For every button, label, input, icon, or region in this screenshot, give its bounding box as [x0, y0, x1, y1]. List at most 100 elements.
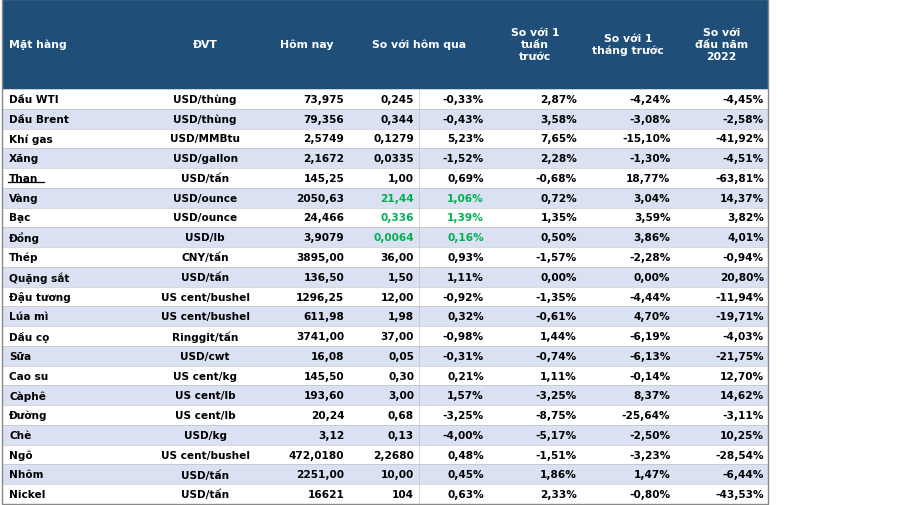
Text: Thép: Thép: [9, 252, 39, 263]
Text: -0,14%: -0,14%: [629, 371, 670, 381]
Text: 1,35%: 1,35%: [540, 213, 577, 223]
Text: 1,98: 1,98: [388, 312, 414, 322]
Text: 16621: 16621: [307, 489, 344, 499]
Bar: [2, 228, 768, 247]
Text: 0,93%: 0,93%: [448, 252, 484, 263]
Text: 2,28%: 2,28%: [540, 154, 577, 164]
Text: US cent/kg: US cent/kg: [173, 371, 237, 381]
Text: USD/tấn: USD/tấn: [181, 489, 229, 499]
Text: 0,63%: 0,63%: [447, 489, 484, 499]
Text: 2251,00: 2251,00: [296, 470, 344, 479]
Text: 20,80%: 20,80%: [719, 272, 764, 282]
Text: 1296,25: 1296,25: [296, 292, 344, 302]
Text: 1,47%: 1,47%: [633, 470, 670, 479]
Text: USD/tấn: USD/tấn: [181, 272, 229, 282]
Text: 3,12: 3,12: [318, 430, 344, 440]
Text: -1,52%: -1,52%: [442, 154, 484, 164]
Text: 79,356: 79,356: [304, 115, 344, 124]
Bar: [2, 149, 768, 169]
Text: -4,24%: -4,24%: [629, 95, 670, 105]
Text: 10,25%: 10,25%: [719, 430, 764, 440]
Bar: [2, 129, 768, 149]
Text: 1,11%: 1,11%: [447, 272, 484, 282]
Text: 3,04%: 3,04%: [633, 193, 670, 204]
Text: USD/tấn: USD/tấn: [181, 469, 229, 480]
Bar: [2, 0, 768, 90]
Text: USD/kg: USD/kg: [184, 430, 226, 440]
Text: 0,32%: 0,32%: [447, 312, 484, 322]
Text: Xăng: Xăng: [9, 154, 39, 164]
Text: 8,37%: 8,37%: [633, 390, 670, 400]
Text: 145,50: 145,50: [304, 371, 344, 381]
Bar: [2, 307, 768, 327]
Bar: [2, 208, 768, 228]
Text: Nhôm: Nhôm: [9, 470, 43, 479]
Text: So với hôm qua: So với hôm qua: [371, 40, 466, 50]
Text: Càphê: Càphê: [9, 390, 46, 401]
Text: 3,82%: 3,82%: [727, 213, 764, 223]
Bar: [2, 188, 768, 208]
Text: -4,03%: -4,03%: [722, 331, 764, 341]
Text: -4,44%: -4,44%: [629, 292, 670, 302]
Bar: [2, 406, 768, 425]
Text: US cent/bushel: US cent/bushel: [160, 292, 250, 302]
Text: -5,17%: -5,17%: [535, 430, 577, 440]
Text: Hôm nay: Hôm nay: [280, 40, 334, 50]
Text: -6,13%: -6,13%: [629, 351, 670, 361]
Text: 0,0064: 0,0064: [373, 233, 414, 243]
Bar: [2, 346, 768, 366]
Text: -1,51%: -1,51%: [535, 449, 577, 460]
Bar: [2, 386, 768, 406]
Text: 2,1672: 2,1672: [304, 154, 344, 164]
Text: -0,74%: -0,74%: [535, 351, 577, 361]
Text: 0,245: 0,245: [381, 95, 414, 105]
Text: Khí gas: Khí gas: [9, 134, 53, 144]
Text: Chè: Chè: [9, 430, 32, 440]
Text: USD/ounce: USD/ounce: [173, 193, 237, 204]
Text: 104: 104: [392, 489, 414, 499]
Bar: [2, 247, 768, 267]
Text: -6,44%: -6,44%: [722, 470, 764, 479]
Text: 0,72%: 0,72%: [540, 193, 577, 204]
Text: USD/thùng: USD/thùng: [173, 94, 237, 105]
Text: 7,65%: 7,65%: [540, 134, 577, 144]
Text: 1,44%: 1,44%: [540, 331, 577, 341]
Text: 193,60: 193,60: [304, 390, 344, 400]
Text: Ringgit/tấn: Ringgit/tấn: [172, 331, 238, 342]
Text: -41,92%: -41,92%: [715, 134, 764, 144]
Text: -3,11%: -3,11%: [722, 410, 764, 420]
Text: US cent/lb: US cent/lb: [175, 410, 236, 420]
Text: 4,70%: 4,70%: [633, 312, 670, 322]
Text: Đậu tương: Đậu tương: [9, 291, 71, 302]
Text: 21,44: 21,44: [381, 193, 414, 204]
Bar: [2, 287, 768, 307]
Text: Dầu WTI: Dầu WTI: [9, 95, 59, 105]
Text: Dầu Brent: Dầu Brent: [9, 115, 69, 124]
Bar: [2, 327, 768, 346]
Text: 0,1279: 0,1279: [373, 134, 414, 144]
Text: 0,69%: 0,69%: [448, 174, 484, 184]
Text: 0,68: 0,68: [388, 410, 414, 420]
Text: -4,45%: -4,45%: [722, 95, 764, 105]
Text: ĐVT: ĐVT: [193, 40, 217, 50]
Text: Cao su: Cao su: [9, 371, 48, 381]
Text: 3,58%: 3,58%: [540, 115, 577, 124]
Text: 1,06%: 1,06%: [447, 193, 484, 204]
Text: 2050,63: 2050,63: [296, 193, 344, 204]
Text: -0,94%: -0,94%: [723, 252, 764, 263]
Text: -1,57%: -1,57%: [535, 252, 577, 263]
Text: -19,71%: -19,71%: [715, 312, 764, 322]
Bar: [2, 267, 768, 287]
Text: -0,80%: -0,80%: [630, 489, 670, 499]
Text: USD/ounce: USD/ounce: [173, 213, 237, 223]
Text: 14,37%: 14,37%: [719, 193, 764, 204]
Bar: [2, 169, 768, 188]
Text: Vàng: Vàng: [9, 193, 39, 204]
Text: USD/cwt: USD/cwt: [180, 351, 230, 361]
Text: -0,31%: -0,31%: [442, 351, 484, 361]
Text: 1,50: 1,50: [388, 272, 414, 282]
Bar: [2, 445, 768, 465]
Text: 0,05: 0,05: [388, 351, 414, 361]
Text: 3741,00: 3741,00: [296, 331, 344, 341]
Text: 3,00: 3,00: [388, 390, 414, 400]
